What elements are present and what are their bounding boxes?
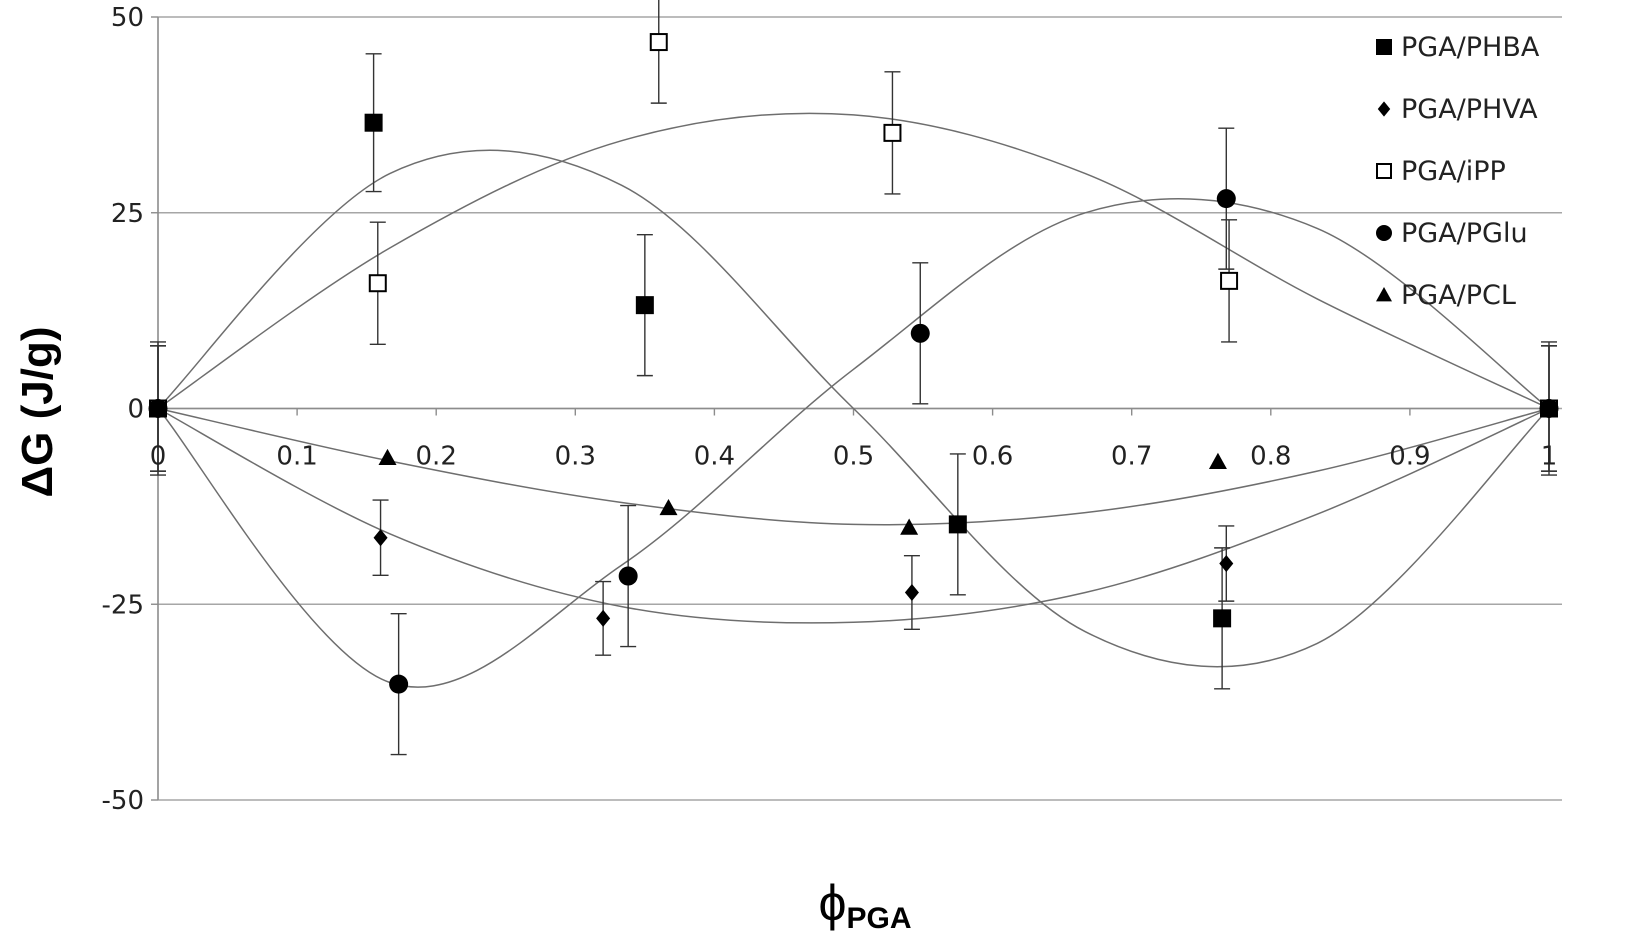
data-point	[1540, 399, 1558, 416]
data-point	[910, 323, 930, 343]
x-tick-label: 0.9	[1389, 442, 1430, 472]
data-point	[373, 529, 388, 547]
fit-curve	[157, 198, 1550, 688]
data-point	[900, 518, 919, 535]
x-tick-label: 0.7	[1111, 442, 1152, 472]
data-point	[389, 674, 409, 694]
x-tick-label: 0.6	[972, 442, 1013, 472]
x-axis-title: ϕPGA	[818, 875, 911, 935]
x-tick-label: 0.1	[276, 442, 317, 472]
legend-marker	[1376, 225, 1392, 241]
y-tick-label: 0	[127, 395, 144, 425]
data-point	[1219, 554, 1234, 573]
data-point	[618, 566, 638, 586]
tick-labels: 0 0.1 0.2 0.3 0.4 0.5 0.6 0.7 0.8 0.9 1 50 25 0 -25 -50	[102, 3, 1558, 816]
legend-marker	[1376, 287, 1392, 302]
fit-curve	[157, 149, 1550, 668]
data-point	[904, 583, 919, 602]
x-tick-label: 0.4	[694, 442, 735, 472]
y-tick-label: -50	[102, 786, 144, 816]
legend-label: PGA/PGlu	[1401, 218, 1528, 249]
legend-marker	[1376, 39, 1392, 55]
data-point	[596, 609, 611, 627]
legend-label: PGA/PHVA	[1401, 94, 1538, 125]
data-point	[1216, 189, 1236, 209]
y-tick-label: 50	[111, 3, 144, 33]
data-point	[649, 33, 668, 52]
data-point	[364, 113, 383, 132]
data-point	[378, 448, 397, 466]
legend-label: PGA/iPP	[1401, 156, 1506, 187]
legend-marker	[1376, 163, 1392, 179]
data-points	[148, 33, 1559, 694]
legend-marker	[1377, 101, 1391, 117]
y-tick-label: -25	[102, 590, 144, 620]
x-axis-title-subscript: PGA	[847, 902, 912, 935]
data-point	[883, 123, 902, 142]
x-tick-label: 1	[1541, 442, 1558, 472]
data-point	[635, 296, 654, 315]
fit-curves	[157, 112, 1550, 688]
x-tick-label: 0.2	[416, 442, 457, 472]
fit-curve	[157, 112, 1550, 410]
x-tick-label: 0	[150, 442, 167, 472]
data-point	[948, 515, 967, 534]
legend: PGA/PHBA PGA/PHVA PGA/iPP PGA/PGlu PGA/PCL	[1376, 32, 1540, 311]
error-bars	[150, 0, 1557, 756]
data-point	[1220, 271, 1239, 290]
legend-label: PGA/PCL	[1401, 280, 1516, 311]
y-tick-label: 25	[111, 199, 144, 229]
x-tick-label: 0.5	[833, 442, 874, 472]
legend-label: PGA/PHBA	[1401, 32, 1540, 63]
data-point	[659, 498, 678, 516]
x-tick-label: 0.3	[555, 442, 596, 472]
y-axis-title: ΔG (J/g)	[13, 327, 62, 498]
fit-curve	[157, 407, 1550, 624]
data-point	[149, 399, 167, 416]
axes	[151, 16, 1550, 801]
data-point	[368, 274, 387, 293]
x-axis-title-symbol: ϕ	[818, 875, 846, 931]
x-tick-label: 0.8	[1250, 442, 1291, 472]
data-point	[1213, 609, 1232, 628]
data-point	[1208, 452, 1227, 469]
